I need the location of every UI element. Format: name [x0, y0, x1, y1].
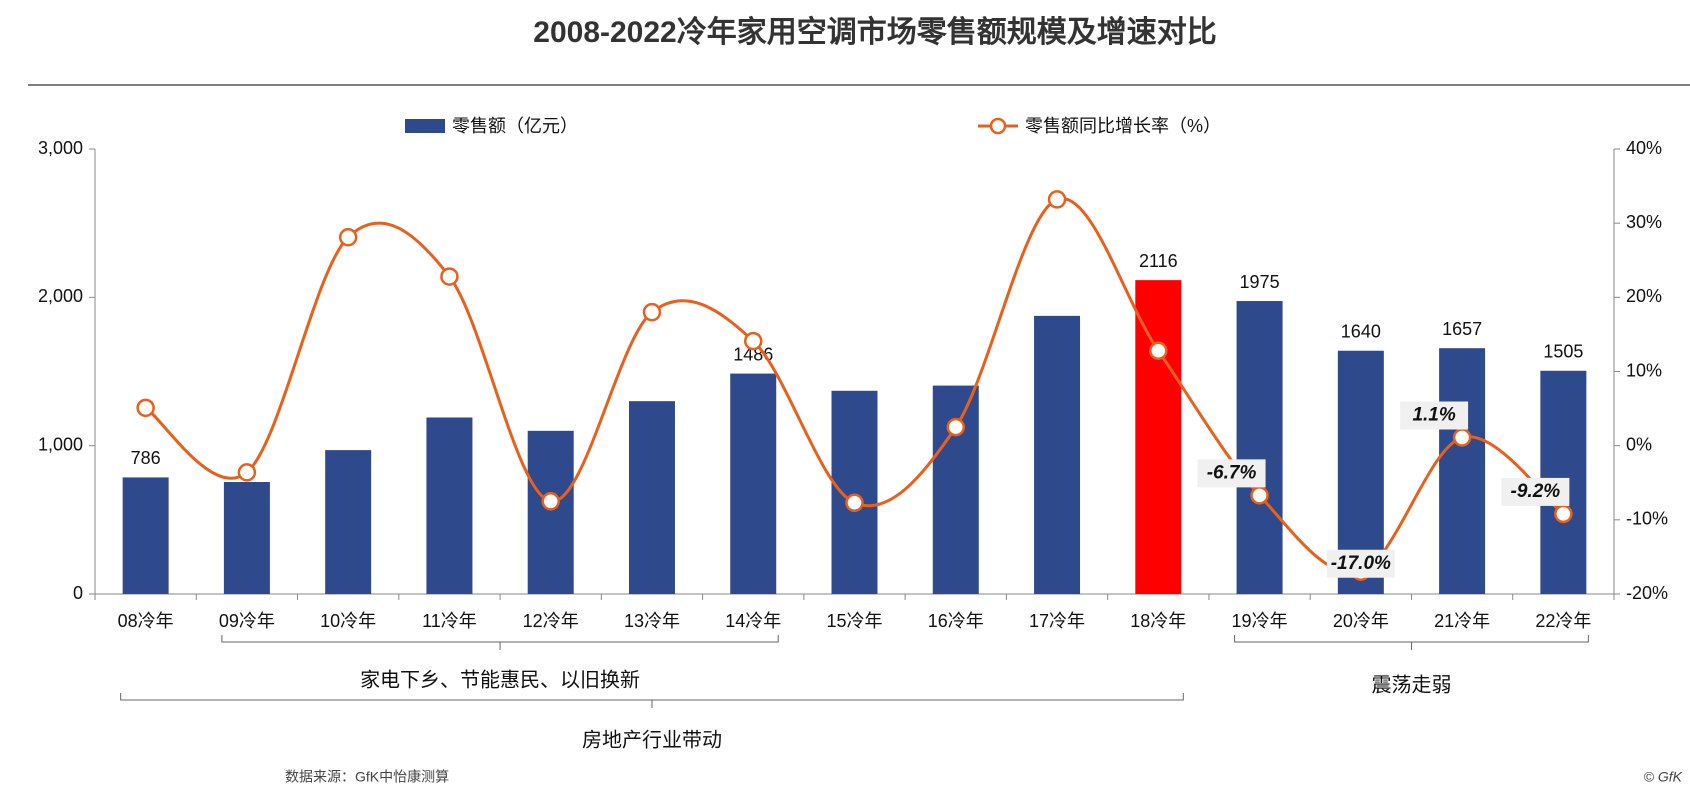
x-tick-label: 21冷年: [1434, 611, 1490, 631]
growth-value-label: -6.7%: [1207, 462, 1257, 483]
y2-tick-label: 40%: [1626, 138, 1662, 158]
x-tick-label: 09冷年: [219, 611, 275, 631]
y2-tick-label: 30%: [1626, 212, 1662, 232]
growth-marker: [743, 331, 763, 351]
growth-value-label: -17.0%: [1331, 553, 1391, 574]
label-box: [1501, 477, 1570, 506]
bar: [730, 373, 777, 594]
bar-value-label: 2116: [1139, 251, 1178, 271]
y-tick-label: 2,000: [38, 286, 83, 306]
growth-value-label: -9.2%: [1511, 481, 1561, 502]
bracket: [120, 693, 1184, 708]
label-box: [1197, 459, 1266, 488]
bar: [527, 430, 574, 594]
bar-value-label: 1975: [1240, 272, 1280, 292]
legend-label: 零售额（亿元）: [452, 116, 578, 136]
bar-value-label: 1640: [1341, 321, 1381, 341]
growth-marker: [1047, 190, 1067, 209]
x-tick-label: 19冷年: [1232, 611, 1288, 631]
bar-value-label: 786: [131, 448, 161, 468]
x-tick-label: 14冷年: [725, 611, 781, 631]
x-tick-label: 11冷年: [422, 611, 477, 631]
growth-marker: [541, 492, 560, 511]
bar: [426, 417, 473, 594]
growth-marker: [338, 228, 358, 247]
chart-title: 2008-2022冷年家用空调市场零售额规模及增速对比: [533, 15, 1216, 49]
x-tick-label: 20冷年: [1333, 611, 1389, 631]
source: 数据来源：GfK中怡康测算: [285, 769, 449, 785]
y-tick-label: 3,000: [38, 138, 83, 158]
bar: [1439, 348, 1486, 594]
x-tick-label: 10冷年: [320, 611, 376, 631]
bracket: [221, 635, 779, 650]
legend-swatch: [989, 117, 1007, 135]
x-tick-label: 08冷年: [118, 611, 174, 631]
growth-marker: [845, 493, 864, 513]
bar: [122, 477, 169, 594]
annotation: 家电下乡、节能惠民、以旧换新: [360, 668, 640, 691]
x-tick-label: 17冷年: [1029, 611, 1085, 631]
y-tick-label: 0: [73, 583, 83, 603]
y-tick-label: 1,000: [38, 434, 83, 454]
y2-tick-label: 20%: [1626, 286, 1662, 306]
bar: [1135, 280, 1182, 594]
x-tick-label: 13冷年: [624, 611, 680, 631]
bar: [831, 390, 878, 594]
bar: [1034, 315, 1081, 594]
growth-marker: [1250, 486, 1269, 505]
x-tick-label: 16冷年: [928, 611, 984, 631]
y2-tick-label: -20%: [1626, 583, 1668, 603]
bar-value-label: 1505: [1543, 342, 1583, 362]
growth-marker: [440, 267, 459, 286]
x-tick-label: 18冷年: [1130, 611, 1186, 631]
y2-tick-label: -10%: [1626, 509, 1668, 529]
annotation: 震荡走弱: [1371, 673, 1451, 696]
annotation: 房地产行业带动: [582, 728, 722, 751]
growth-marker: [946, 417, 966, 437]
bracket: [1234, 635, 1589, 650]
growth-marker: [237, 463, 257, 482]
growth-marker: [1452, 428, 1472, 447]
bar: [223, 482, 270, 594]
bar: [325, 450, 372, 594]
y2-tick-label: 0%: [1626, 434, 1652, 454]
bar: [1236, 301, 1283, 594]
growth-marker: [642, 302, 662, 322]
legend-label: 零售额同比增长率（%）: [1025, 116, 1221, 136]
bar-value-label: 1657: [1442, 319, 1482, 339]
bar: [932, 385, 979, 594]
growth-marker: [1149, 341, 1168, 360]
legend-swatch: [405, 119, 445, 133]
growth-marker: [136, 398, 155, 418]
growth-marker: [1554, 504, 1573, 524]
label-box: [1400, 401, 1469, 430]
x-tick-label: 12冷年: [523, 611, 579, 631]
x-tick-label: 15冷年: [826, 611, 882, 631]
y2-tick-label: 10%: [1626, 360, 1662, 380]
bar: [628, 401, 675, 594]
x-tick-label: 22冷年: [1535, 611, 1591, 631]
label-box: [1326, 549, 1395, 578]
bar-value-label: 1486: [733, 344, 773, 364]
growth-value-label: 1.1%: [1412, 405, 1455, 426]
credit: © GfK: [1644, 769, 1683, 785]
